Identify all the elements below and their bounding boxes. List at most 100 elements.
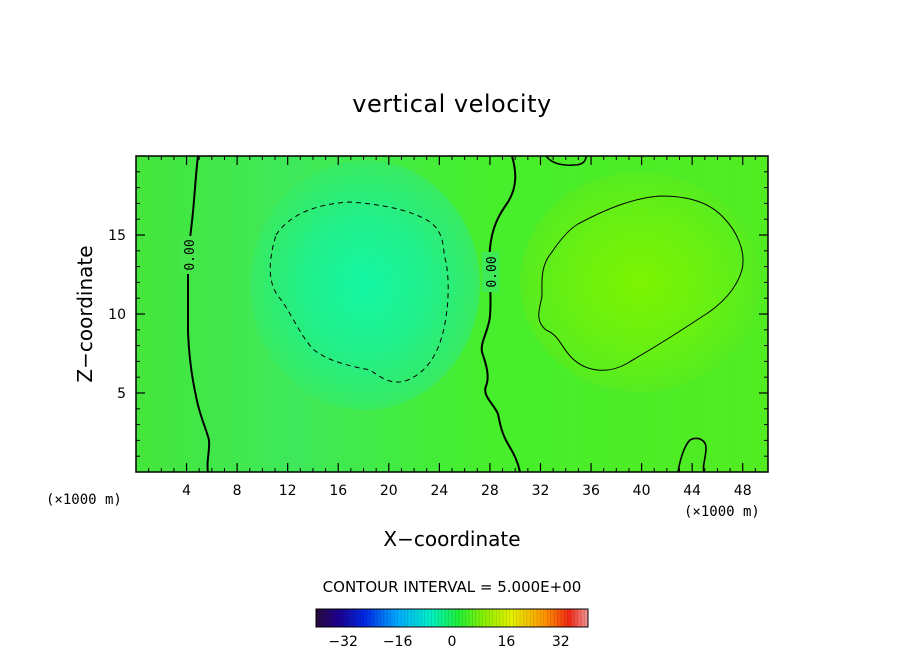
colorbar-swatch — [339, 609, 344, 627]
x-tick-label: 24 — [430, 483, 448, 499]
colorbar-swatch — [387, 609, 392, 627]
colorbar-swatch — [523, 609, 528, 627]
colorbar-swatch — [367, 609, 371, 627]
colorbar-swatch — [567, 609, 572, 627]
colorbar-tick-label: 16 — [497, 634, 515, 650]
colorbar-swatch — [448, 609, 453, 627]
x-tick-label: 44 — [683, 483, 701, 499]
colorbar-swatch — [581, 609, 586, 627]
colorbar-swatch — [445, 609, 450, 627]
colorbar-swatch — [404, 609, 409, 627]
contour-label-middle: 0.00 — [485, 256, 500, 287]
colorbar-swatch — [360, 609, 365, 627]
colorbar-swatch — [479, 609, 484, 627]
colorbar-swatch — [571, 609, 575, 627]
colorbar-swatch — [489, 609, 494, 627]
y-tick-label: 5 — [117, 386, 126, 402]
z-unit-label: (×1000 m) — [46, 492, 122, 508]
colorbar-swatch — [373, 609, 378, 627]
colorbar-swatch — [343, 609, 348, 627]
contour-label-bg-middle — [482, 252, 499, 292]
colorbar-swatch — [516, 609, 521, 627]
colorbar-swatch — [465, 609, 470, 627]
colorbar-swatch — [377, 609, 382, 627]
x-tick-label: 40 — [633, 483, 651, 499]
colorbar-tick-labels: −32 −16 0 16 32 — [328, 634, 569, 650]
colorbar-swatch — [370, 609, 375, 627]
colorbar-swatch — [458, 609, 463, 627]
colorbar-swatch — [397, 609, 402, 627]
x-axis-title: X−coordinate — [383, 527, 520, 551]
colorbar-swatch — [411, 609, 416, 627]
colorbar-swatch — [574, 609, 579, 627]
colorbar-tick-label: 0 — [448, 634, 457, 650]
colorbar-swatch — [418, 609, 422, 627]
x-tick-label: 20 — [380, 483, 398, 499]
colorbar-swatch — [356, 609, 361, 627]
colorbar-swatch — [414, 609, 419, 627]
contour-interval-label: CONTOUR INTERVAL = 5.000E+00 — [323, 578, 582, 596]
zero-contour-left — [187, 156, 211, 472]
x-tick-label: 8 — [233, 483, 242, 499]
colorbar-swatch — [503, 609, 507, 627]
colorbar-swatch — [462, 609, 467, 627]
colorbar-swatch — [547, 609, 552, 627]
colorbar-swatch — [557, 609, 562, 627]
x-tick-label: 16 — [329, 483, 347, 499]
colorbar-swatch — [431, 609, 436, 627]
colorbar-tick-label: 32 — [552, 634, 570, 650]
x-tick-label: 32 — [532, 483, 550, 499]
contour-label-left: 0.00 — [183, 239, 198, 270]
colorbar-swatch — [316, 609, 320, 627]
colorbar-swatch — [577, 609, 582, 627]
colorbar-swatch — [537, 609, 541, 627]
colorbar-swatch — [401, 609, 405, 627]
colorbar-swatch — [526, 609, 531, 627]
colorbar-swatch — [554, 609, 558, 627]
zero-contour-middle — [480, 156, 521, 472]
y-tick-label: 10 — [108, 307, 126, 323]
positive-contour — [538, 195, 744, 371]
colorbar-swatch — [543, 609, 548, 627]
colorbar-swatch — [441, 609, 446, 627]
colorbar-swatch — [550, 609, 555, 627]
colorbar-swatch — [322, 609, 327, 627]
colorbar-swatch — [390, 609, 395, 627]
colorbar-frame — [315, 608, 589, 628]
colorbar-swatch — [506, 609, 511, 627]
colorbar-swatch — [499, 609, 504, 627]
x-tick-label: 12 — [279, 483, 297, 499]
chart-title: vertical velocity — [352, 90, 551, 118]
contour-label-bg-left — [180, 236, 197, 274]
x-tick-label: 28 — [481, 483, 499, 499]
colorbar-swatch — [540, 609, 545, 627]
colorbar-swatch — [513, 609, 518, 627]
updraft-shading — [520, 172, 760, 392]
colorbar-swatch — [452, 609, 456, 627]
colorbar-swatch — [492, 609, 497, 627]
colorbar-swatch — [435, 609, 439, 627]
colorbar-swatch — [421, 609, 426, 627]
zero-contour-bottom — [677, 437, 707, 472]
y-tick-label: 15 — [108, 228, 126, 244]
x-tick-label: 36 — [582, 483, 600, 499]
colorbar-swatch — [336, 609, 341, 627]
colorbar-swatch — [533, 609, 538, 627]
colorbar-swatch — [353, 609, 358, 627]
colorbar-tick-label: −32 — [328, 634, 358, 650]
colorbar-swatch — [407, 609, 412, 627]
x-tick-label: 4 — [182, 483, 191, 499]
colorbar-swatch — [326, 609, 331, 627]
plot-area: 0.00 0.00 — [136, 156, 768, 472]
colorbar-swatch — [438, 609, 443, 627]
colorbar-swatch — [482, 609, 487, 627]
colorbar-swatch — [350, 609, 354, 627]
colorbar-swatch — [486, 609, 490, 627]
y-axis-title: Z−coordinate — [73, 245, 97, 382]
colorbar-swatch — [319, 609, 324, 627]
colorbar-swatch — [509, 609, 514, 627]
downdraft-shading — [250, 160, 480, 410]
colorbar-swatch — [564, 609, 569, 627]
